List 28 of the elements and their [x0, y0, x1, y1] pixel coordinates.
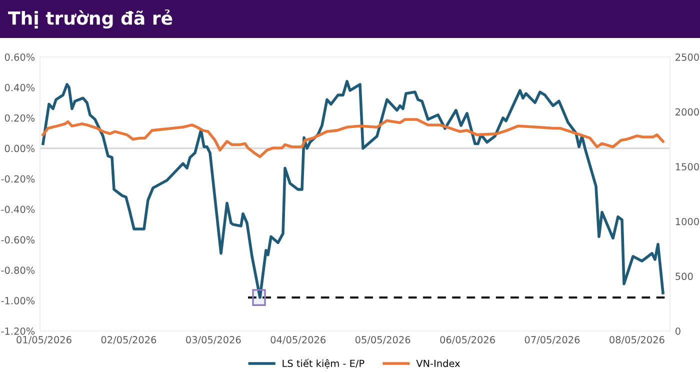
y-tick-label: -0.40% — [1, 206, 35, 214]
legend-label: LS tiết kiệm - E/P — [282, 358, 364, 369]
y2-tick-label: 500 — [676, 272, 693, 280]
y2-tick-label: 1500 — [676, 163, 699, 170]
y-tick-label: -1.20% — [1, 327, 35, 335]
chart-title: Thị trường đã rẻ — [8, 9, 172, 29]
x-tick-label: 05/05/2026 — [355, 336, 410, 344]
legend-label: VN-Index — [416, 360, 460, 368]
y2-tick-label: 2500 — [676, 53, 699, 61]
x-tick-label: 06/05/2026 — [440, 336, 495, 344]
x-tick-label: 02/05/2026 — [101, 336, 156, 344]
y-tick-label: 0.60% — [4, 53, 35, 61]
line-series — [42, 118, 664, 158]
y2-tick-label: 1000 — [676, 218, 699, 226]
x-tick-label: 03/05/2026 — [186, 336, 241, 344]
x-tick-label: 08/05/2026 — [610, 336, 664, 344]
y-tick-label: -0.80% — [1, 266, 35, 274]
y-tick-label: 0.00% — [4, 144, 35, 152]
y-tick-label: -0.60% — [1, 236, 35, 244]
y2-tick-label: 2000 — [676, 108, 699, 116]
x-tick-label: 07/05/2026 — [524, 336, 580, 344]
y-tick-label: 0.20% — [4, 114, 35, 122]
y-tick-label: -0.20% — [1, 175, 35, 183]
x-tick-label: 01/05/2026 — [16, 336, 72, 344]
x-tick-label: 04/05/2026 — [270, 336, 326, 344]
y-tick-label: -1.00% — [1, 297, 35, 304]
y2-tick-label: 0 — [676, 327, 680, 335]
y-tick-label: 0.40% — [4, 84, 35, 92]
